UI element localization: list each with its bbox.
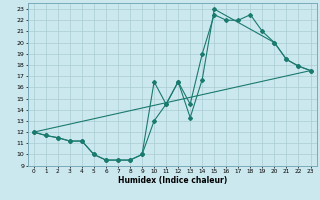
X-axis label: Humidex (Indice chaleur): Humidex (Indice chaleur) [117, 176, 227, 185]
